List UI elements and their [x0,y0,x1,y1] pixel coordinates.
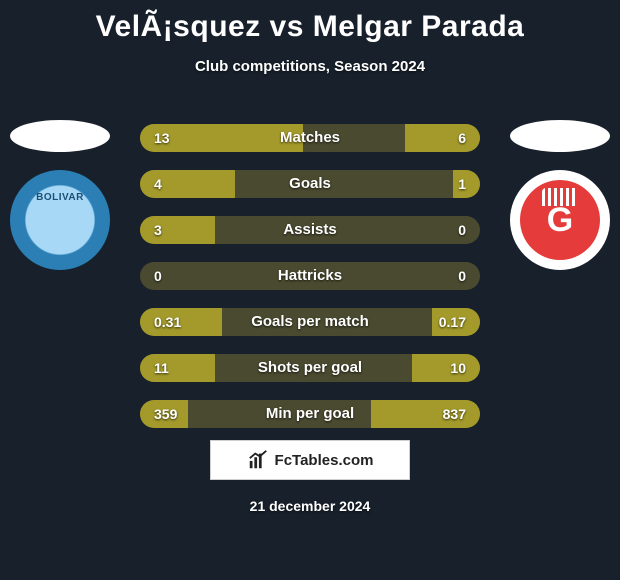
stat-row: 00Hattricks [140,262,480,290]
stat-row: 136Matches [140,124,480,152]
right-ellipse [510,120,610,152]
stat-label: Matches [140,124,480,152]
stat-row: 30Assists [140,216,480,244]
stat-row: 1110Shots per goal [140,354,480,382]
left-club-badge [10,170,110,270]
right-club-column: G [500,120,620,270]
comparison-bars: 136Matches 41Goals 30Assists 00Hattricks 0.3… [140,124,480,446]
footer-brand: FcTables.com [210,440,410,480]
stat-label: Goals [140,170,480,198]
stat-label: Shots per goal [140,354,480,382]
stat-label: Hattricks [140,262,480,290]
stat-label: Goals per match [140,308,480,336]
stat-row: 359837Min per goal [140,400,480,428]
stat-row: 0.310.17Goals per match [140,308,480,336]
right-club-badge: G [510,170,610,270]
footer-date: 21 december 2024 [0,498,620,514]
left-club-column [0,120,120,270]
chart-icon [247,449,269,471]
right-club-letter: G [520,180,600,260]
stat-label: Assists [140,216,480,244]
footer-brand-text: FcTables.com [275,452,374,469]
stat-label: Min per goal [140,400,480,428]
subtitle: Club competitions, Season 2024 [0,58,620,75]
stat-row: 41Goals [140,170,480,198]
left-ellipse [10,120,110,152]
page-title: VelÃ¡squez vs Melgar Parada [0,0,620,44]
